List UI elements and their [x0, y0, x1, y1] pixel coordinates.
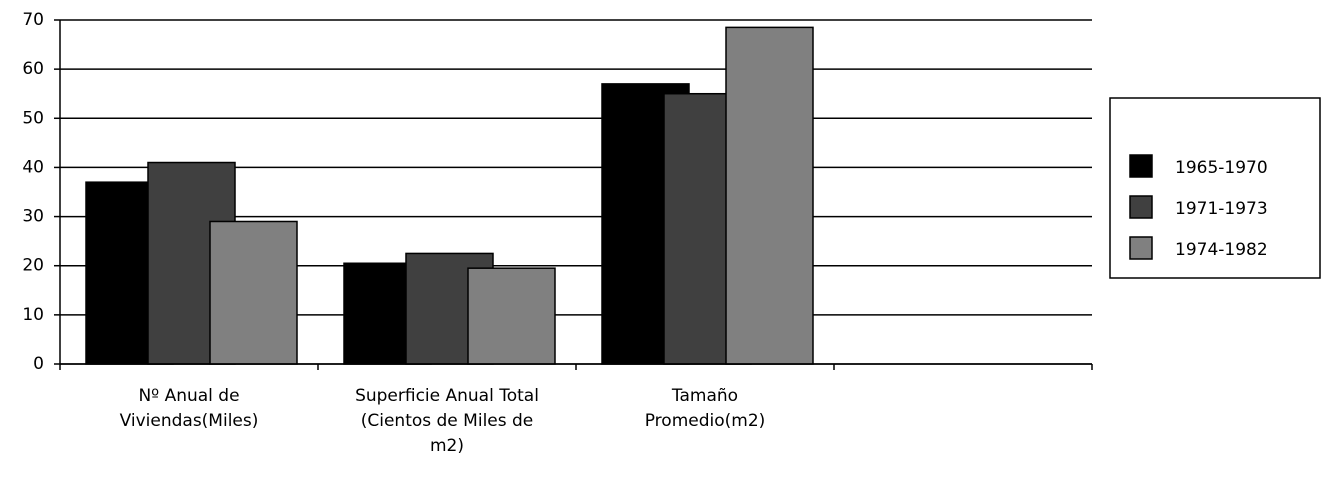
legend-swatch [1129, 154, 1153, 178]
y-tick-label: 0 [33, 354, 44, 374]
legend-label: 1971-1973 [1175, 199, 1268, 219]
bar [725, 26, 814, 365]
legend-label: 1974-1982 [1175, 240, 1268, 260]
bar [467, 267, 556, 365]
y-tick-label: 70 [22, 10, 44, 30]
x-tick-label: Superficie Anual Total (Cientos de Miles… [355, 386, 539, 456]
y-tick-label: 50 [22, 108, 44, 128]
x-tick-label: Nº Anual de Viviendas(Miles) [119, 386, 259, 431]
y-tick-label: 40 [22, 157, 44, 177]
y-tick-label: 60 [22, 59, 44, 79]
legend-swatch [1129, 195, 1153, 219]
legend-label: 1965-1970 [1175, 158, 1268, 178]
y-tick-label: 20 [22, 256, 44, 276]
y-tick-label: 30 [22, 207, 44, 227]
y-tick-label: 10 [22, 305, 44, 325]
legend-swatch [1129, 236, 1153, 260]
x-tick-label: Tamaño Promedio(m2) [644, 386, 766, 431]
bar [209, 220, 298, 365]
